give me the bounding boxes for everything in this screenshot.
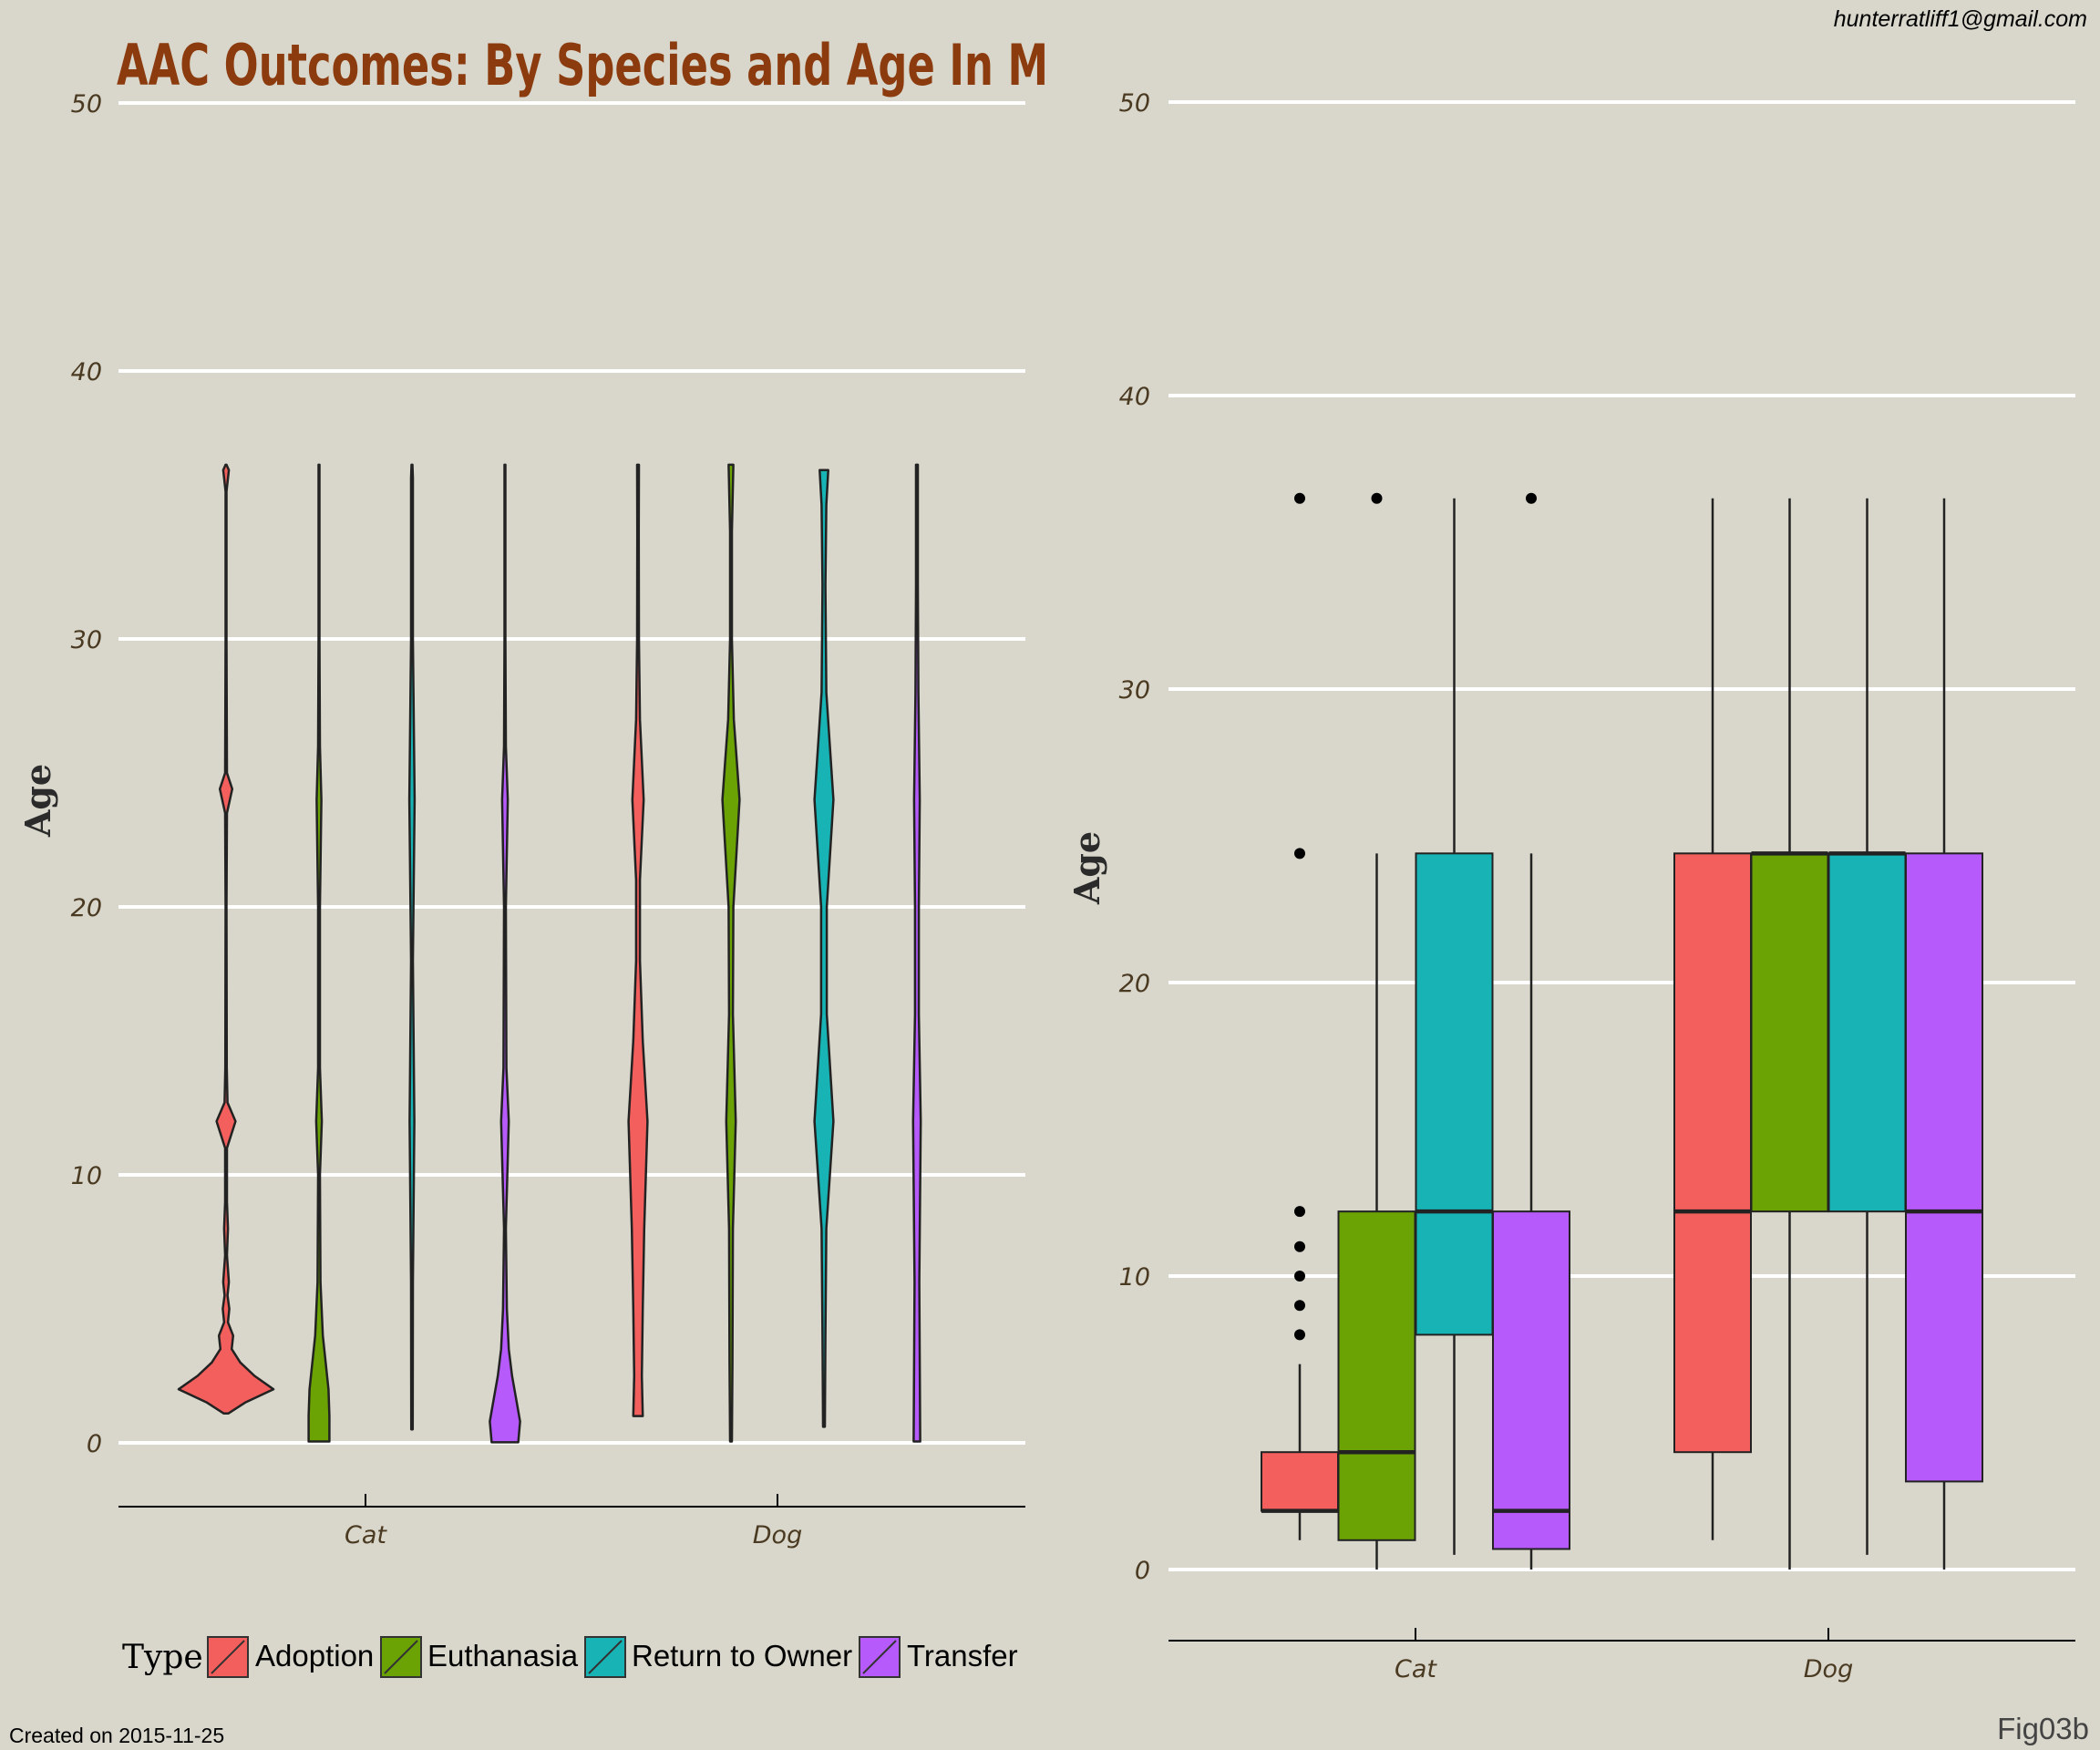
violin-panel: 0 10 20 30 40 50 Cat Dog Age [17,90,1025,1549]
legend-key-slash [384,1640,418,1674]
box-cat-adoption [1261,1451,1339,1512]
y-axis-label: Age [17,764,58,838]
created-date: Created on 2015-11-25 [9,1724,224,1747]
legend-item-euthanasia: Euthanasia [380,1636,579,1678]
y-axis-label: Age [1066,831,1107,905]
legend-item-return-to-owner: Return to Owner [584,1636,852,1678]
violin-dog-return-to-owner [813,468,835,1428]
legend-title: Type [122,1639,203,1676]
box-dog-return-to-owner [1827,852,1907,1213]
violin-dog-transfer [911,463,922,1443]
x-tick-label: Dog [753,1521,802,1549]
outlier-point [1294,1206,1305,1218]
legend-item-adoption: Adoption [207,1636,374,1678]
figure-tag: Fig03b [1997,1712,2089,1745]
violin-dog-euthanasia [721,463,741,1443]
y-tick-label: 40 [1119,383,1150,411]
outlier-point [1294,1271,1305,1282]
author-email: hunterratliff1@gmail.com [1834,6,2087,32]
outlier-point [1371,492,1383,504]
violin-cat-return-to-owner [407,463,417,1431]
chart-title: AAC Outcomes: By Species and Age In M [117,32,1048,98]
outlier-point [1294,848,1305,860]
outlier-point [1294,1329,1305,1341]
legend-label-return-to-owner: Return to Owner [632,1639,852,1673]
y-tick-label: 0 [87,1430,102,1458]
legend-item-transfer: Transfer [859,1636,1018,1678]
violin-cat-transfer [489,463,521,1444]
y-tick-label: 40 [71,358,102,386]
x-tick-label: Dog [1804,1655,1853,1683]
legend-label-euthanasia: Euthanasia [427,1639,579,1673]
outlier-point [1294,1300,1305,1312]
boxplot-panel: 0 10 20 30 40 50 Cat Dog Age [1066,89,2075,1683]
y-tick-label: 50 [1119,89,1150,118]
violin-dog-adoption [627,463,649,1417]
box-cat-return-to-owner [1415,852,1494,1336]
box-dog-adoption [1673,852,1752,1454]
outlier-point [1294,1240,1305,1252]
box-cat-transfer [1492,1210,1570,1550]
y-tick-label: 30 [71,626,102,654]
x-tick-label: Cat [1395,1655,1437,1683]
box-cat-euthanasia [1337,1210,1416,1541]
outlier-point [1526,492,1537,504]
y-tick-label: 50 [71,90,102,118]
y-tick-label: 20 [71,894,102,922]
legend-key-slash [588,1640,623,1674]
y-tick-label: 30 [1119,676,1150,705]
y-tick-label: 20 [1119,970,1150,998]
x-tick-label: Cat [345,1521,387,1549]
legend-key-slash [211,1640,245,1674]
legend: Type Adoption Euthanasia Return to Owner… [122,1636,1018,1678]
legend-key-slash [862,1640,897,1674]
y-tick-label: 10 [1119,1263,1150,1292]
legend-label-transfer: Transfer [907,1639,1018,1673]
box-dog-euthanasia [1750,852,1829,1213]
legend-label-adoption: Adoption [255,1639,374,1673]
violin-cat-euthanasia [307,463,331,1443]
box-dog-transfer [1905,852,1983,1483]
violin-cat-adoption [177,463,275,1415]
y-tick-label: 10 [71,1162,102,1190]
y-tick-label: 0 [1135,1557,1150,1585]
outlier-point [1294,492,1305,504]
